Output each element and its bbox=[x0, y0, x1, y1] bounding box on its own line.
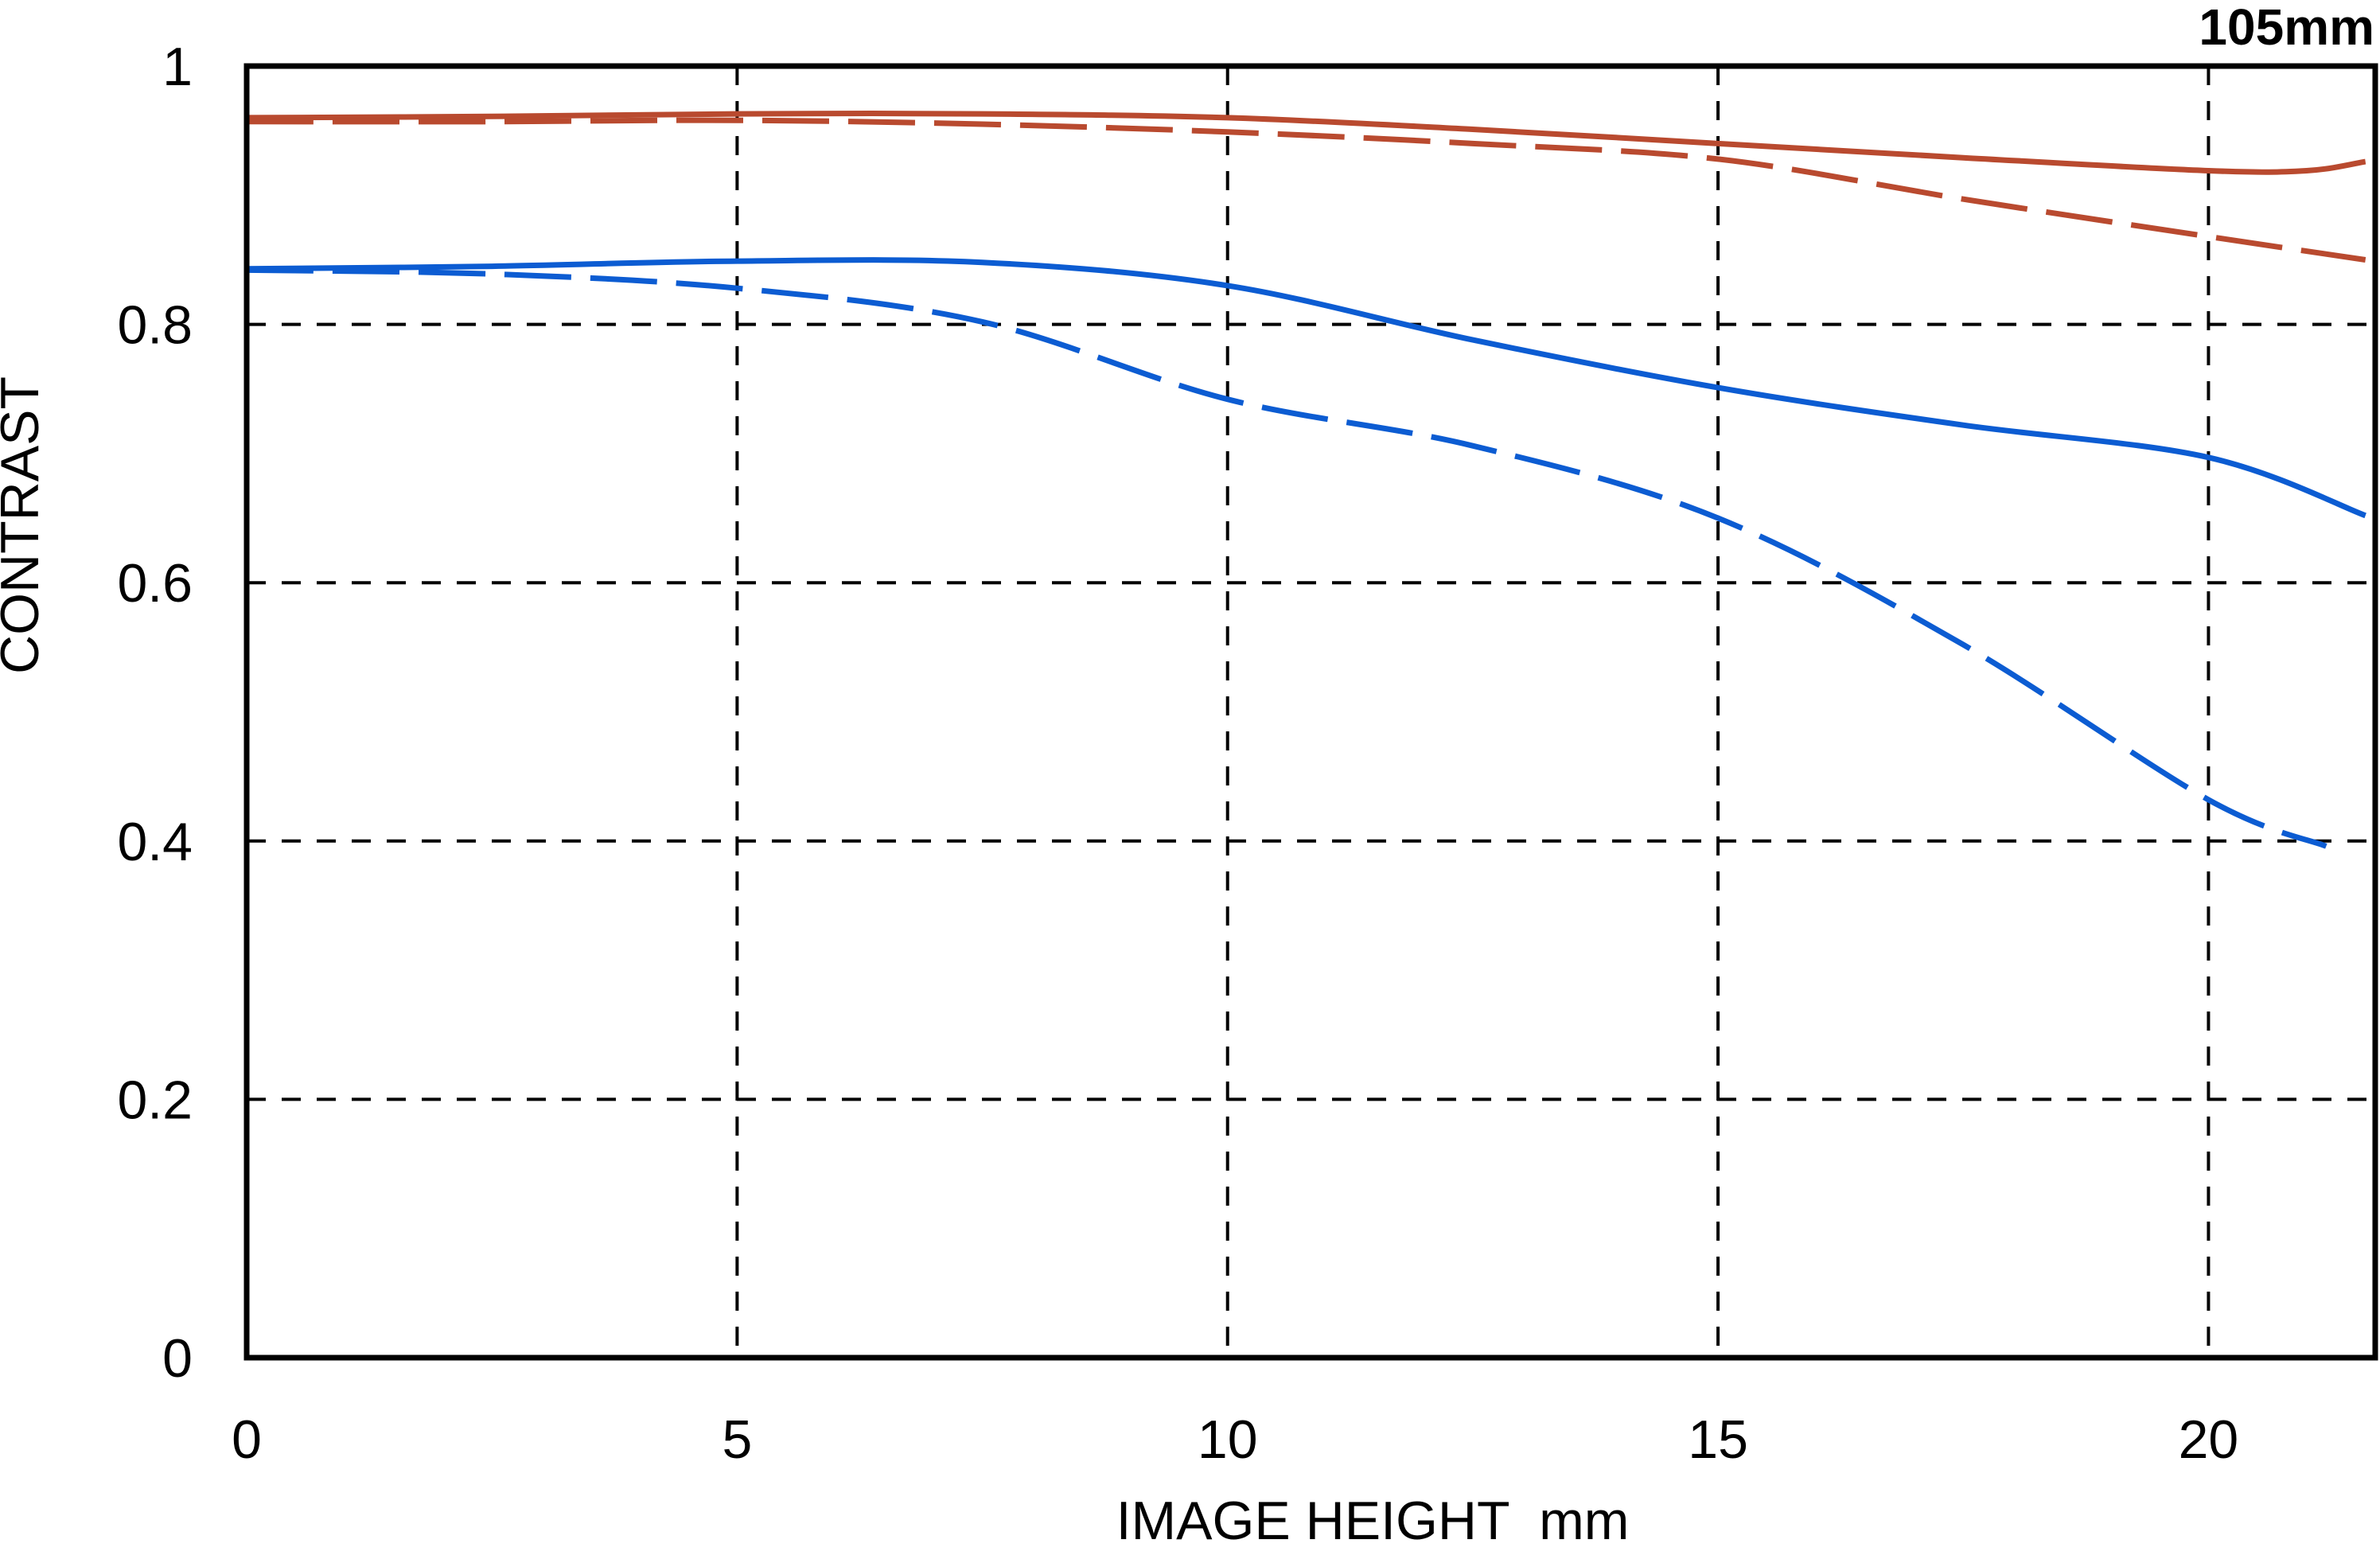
x-axis-title: IMAGE HEIGHT mm bbox=[1116, 1491, 1630, 1551]
plot-border bbox=[243, 63, 2378, 1361]
y-tick-label-0.2: 0.2 bbox=[117, 1070, 193, 1130]
x-tick-label-10: 10 bbox=[1198, 1409, 1258, 1470]
x-tick-label-5: 5 bbox=[722, 1409, 752, 1470]
x-tick-label-0: 0 bbox=[232, 1409, 262, 1470]
chart-title-focal-length: 105mm bbox=[2199, 0, 2374, 56]
x-tick-label-15: 15 bbox=[1688, 1409, 1748, 1470]
y-axis-tick-labels: 0 0.2 0.4 0.6 0.8 1 bbox=[117, 37, 193, 1389]
curve-red-dashed bbox=[246, 117, 2366, 263]
y-axis-title: CONTRAST bbox=[0, 376, 50, 674]
gridlines bbox=[247, 66, 2375, 1358]
x-tick-label-20: 20 bbox=[2179, 1409, 2239, 1470]
x-axis-tick-labels: 0 5 10 15 20 bbox=[232, 1409, 2238, 1470]
y-tick-label-0.4: 0.4 bbox=[117, 812, 193, 872]
y-tick-label-0.8: 0.8 bbox=[117, 295, 193, 356]
y-tick-label-1: 1 bbox=[162, 37, 193, 97]
curves bbox=[246, 111, 2366, 849]
curve-blue-dashed bbox=[246, 267, 2327, 849]
y-tick-label-0: 0 bbox=[162, 1328, 193, 1389]
y-tick-label-0.6: 0.6 bbox=[117, 553, 193, 614]
curve-blue-solid bbox=[246, 257, 2366, 519]
curve-red-solid bbox=[246, 111, 2366, 175]
